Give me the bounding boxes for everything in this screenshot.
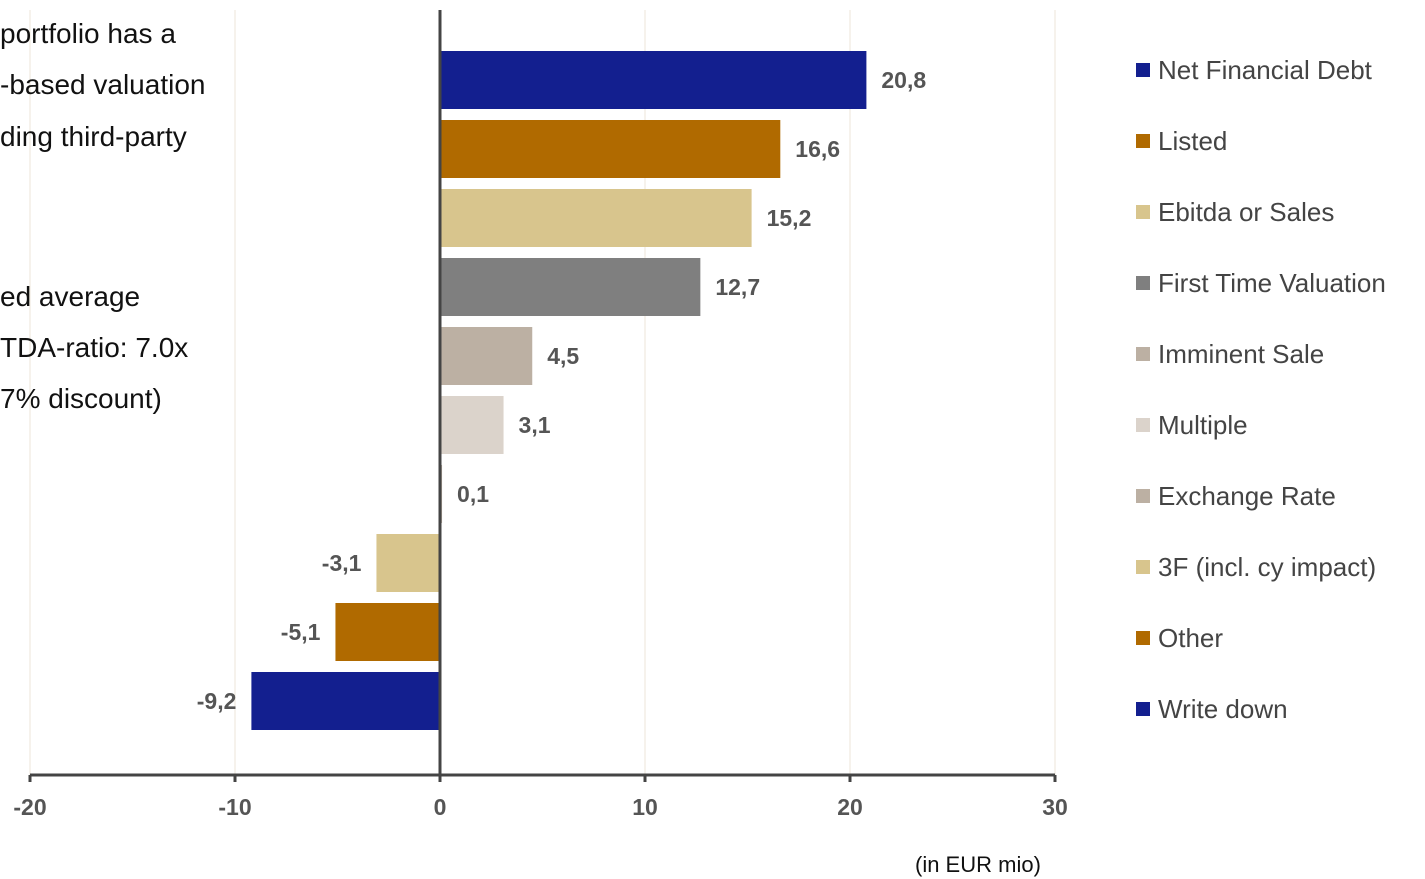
legend-swatch [1136,347,1150,361]
data-label: 15,2 [767,205,812,231]
bars [251,51,867,730]
legend-item-net-financial-debt: Net Financial Debt [1136,55,1372,85]
unit-label: (in EUR mio) [915,852,1041,877]
note-line-4: ed average [0,281,141,312]
note-line-6: 7% discount) [0,383,162,414]
bar [440,120,781,178]
legend-swatch [1136,63,1150,77]
legend-label: Net Financial Debt [1158,54,1372,85]
legend-label: Write down [1158,693,1288,724]
legend-item-imminent-sale: Imminent Sale [1136,339,1324,369]
data-label: 4,5 [547,343,579,369]
legend-label: Other [1158,622,1224,653]
bar [440,327,533,385]
data-label: 20,8 [881,67,926,93]
legend-item-3f: 3F (incl. cy impact) [1136,552,1376,582]
data-label: -9,2 [197,688,237,714]
legend-item-exchange-rate: Exchange Rate [1136,481,1336,511]
legend-label: Listed [1158,125,1228,156]
legend-item-write-down: Write down [1136,694,1288,724]
data-label: 3,1 [519,412,551,438]
legend-label: Ebitda or Sales [1158,196,1335,227]
x-tick-label: 10 [632,794,658,820]
bar [440,51,867,109]
legend-swatch [1136,134,1150,148]
legend-swatch [1136,702,1150,716]
legend-label: First Time Valuation [1158,267,1386,298]
data-label: 0,1 [457,481,489,507]
bar [335,603,440,661]
data-labels: 20,8 16,6 15,2 12,7 4,5 3,1 0,1 -3,1 -5,1 -9,2 [197,67,927,714]
x-tick-label: 20 [837,794,863,820]
bar [440,189,752,247]
note-line-2: -based valuation [0,69,206,100]
data-label: -5,1 [281,619,321,645]
legend-swatch [1136,276,1150,290]
data-label: -3,1 [322,550,362,576]
axes: -20 -10 0 10 20 30 [13,10,1068,820]
legend-swatch [1136,205,1150,219]
bar [251,672,440,730]
legend-item-ebitda-or-sales: Ebitda or Sales [1136,197,1334,227]
legend-item-listed: Listed [1136,126,1227,156]
bar [376,534,440,592]
x-tick-label: -10 [218,794,251,820]
x-tick-label: 0 [434,794,447,820]
legend-item-first-time-valuation: First Time Valuation [1136,268,1386,298]
legend-swatch [1136,418,1150,432]
data-label: 12,7 [715,274,760,300]
data-label: 16,6 [795,136,840,162]
x-tick-label: -20 [13,794,46,820]
legend-label: Multiple [1158,409,1248,440]
legend-label: Exchange Rate [1158,480,1336,511]
legend-swatch [1136,489,1150,503]
bar [440,396,504,454]
note-line-5: TDA-ratio: 7.0x [0,332,189,363]
note-line-3: ding third-party [0,121,187,152]
note-line-1: portfolio has a [0,18,176,49]
legend-item-other: Other [1136,623,1223,653]
legend-swatch [1136,560,1150,574]
legend-label: Imminent Sale [1158,338,1325,369]
legend-label: 3F (incl. cy impact) [1158,551,1377,582]
x-tick-label: 30 [1042,794,1068,820]
legend-item-multiple: Multiple [1136,410,1248,440]
bar [440,258,701,316]
legend-swatch [1136,631,1150,645]
